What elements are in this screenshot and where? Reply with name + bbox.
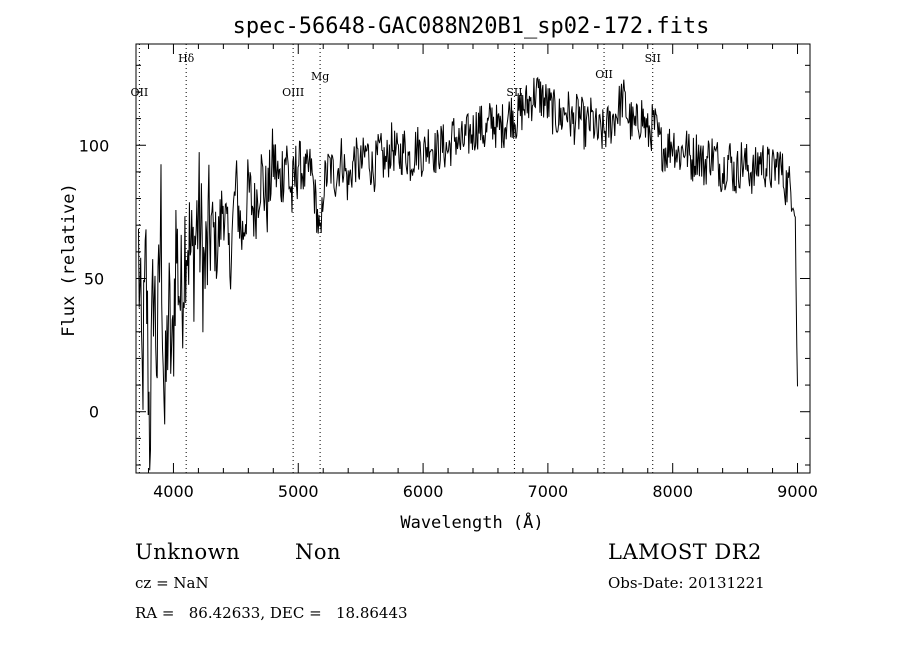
spectral-line-label: OIII: [282, 86, 304, 99]
x-tick-label: 5000: [278, 482, 319, 501]
x-tick-label: 9000: [777, 482, 818, 501]
y-tick-label: 100: [79, 136, 110, 155]
x-tick-label: 8000: [652, 482, 693, 501]
plot-frame: [135, 43, 811, 474]
chart-title: spec-56648-GAC088N20B1_sp02-172.fits: [233, 14, 710, 39]
y-axis-label: Flux (relative): [59, 183, 79, 337]
x-tick-label: 6000: [403, 482, 444, 501]
spectral-line-label: Hδ: [178, 52, 195, 65]
spectrum-line: [138, 76, 798, 471]
spectral-line-label: SII: [645, 52, 661, 65]
y-tick-label: 0: [89, 403, 99, 422]
spectral-line-label: Mg: [311, 70, 329, 83]
redshift-text: cz = NaN: [135, 574, 209, 592]
spectral-line-label: OII: [595, 68, 613, 81]
spectral-line-label: OII: [131, 86, 149, 99]
class-label: Unknown: [135, 540, 241, 564]
y-tick-label: 50: [84, 269, 104, 288]
x-axis-label: Wavelength (Å): [400, 511, 543, 533]
x-tick-label: 7000: [528, 482, 569, 501]
survey-label: LAMOST DR2: [608, 540, 762, 564]
x-tick-label: 4000: [153, 482, 194, 501]
obs-date-text: Obs-Date: 20131221: [608, 574, 765, 592]
coordinates-text: RA = 86.42633, DEC = 18.86443: [135, 604, 408, 622]
subclass-label: Non: [295, 540, 342, 564]
